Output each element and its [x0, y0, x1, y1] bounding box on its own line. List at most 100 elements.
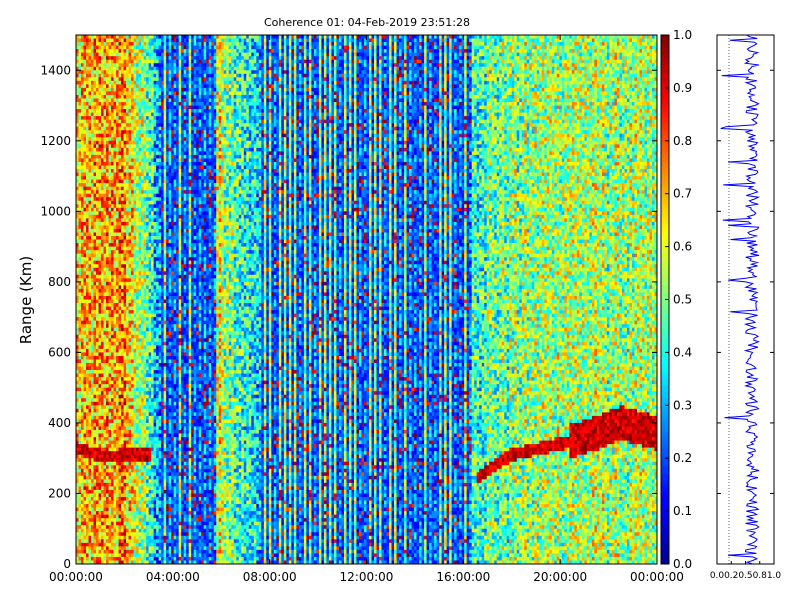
heatmap-cell	[154, 324, 157, 328]
heatmap-cell	[101, 497, 104, 501]
heatmap-cell	[126, 518, 129, 522]
heatmap-cell	[106, 539, 109, 543]
heatmap-cell	[116, 310, 119, 314]
heatmap-cell	[144, 345, 147, 349]
heatmap-cell	[136, 444, 139, 448]
heatmap-cell	[116, 95, 119, 99]
heatmap-cell	[139, 391, 142, 395]
heatmap-cell	[129, 190, 132, 194]
heatmap-cell	[129, 56, 132, 60]
heatmap-cell	[116, 84, 119, 88]
heatmap-cell	[146, 56, 149, 60]
heatmap-cell	[121, 35, 124, 39]
heatmap-cell	[91, 384, 94, 388]
heatmap-cell	[101, 331, 104, 335]
heatmap-cell	[156, 458, 159, 462]
heatmap-cell	[154, 116, 157, 120]
heatmap-cell	[101, 384, 104, 388]
heatmap-cell	[96, 236, 99, 240]
heatmap-cell	[106, 268, 109, 272]
heatmap-cell	[131, 532, 134, 536]
heatmap-cell	[96, 493, 99, 497]
heatmap-cell	[126, 183, 129, 187]
heatmap-cell	[111, 356, 114, 360]
heatmap-cell	[141, 88, 144, 92]
heatmap-cell	[121, 187, 124, 191]
heatmap-cell	[126, 113, 129, 117]
heatmap-cell	[84, 504, 87, 508]
heatmap-cell	[156, 289, 159, 293]
heatmap-cell	[104, 247, 107, 251]
heatmap-cell	[81, 363, 84, 367]
heatmap-cell	[96, 441, 99, 445]
heatmap-cell	[159, 42, 162, 46]
heatmap-cell	[104, 321, 107, 325]
heatmap-cell	[146, 285, 149, 289]
heatmap-cell	[86, 278, 89, 282]
heatmap-cell	[79, 314, 82, 318]
heatmap-cell	[96, 39, 99, 43]
heatmap-cell	[146, 102, 149, 106]
heatmap-cell	[119, 402, 122, 406]
heatmap-cell	[114, 501, 117, 505]
heatmap-cell	[91, 314, 94, 318]
heatmap-cell	[86, 307, 89, 311]
heatmap-cell	[146, 462, 149, 466]
heatmap-cell	[136, 232, 139, 236]
heatmap-cell	[84, 377, 87, 381]
heatmap-cell	[149, 264, 152, 268]
heatmap-cell	[141, 176, 144, 180]
heatmap-cell	[149, 536, 152, 540]
heatmap-cell	[119, 91, 122, 95]
heatmap-cell	[81, 243, 84, 247]
heatmap-cell	[126, 264, 129, 268]
heatmap-cell	[94, 74, 97, 78]
heatmap-cell	[89, 197, 92, 201]
heatmap-cell	[129, 130, 132, 134]
heatmap-cell	[94, 289, 97, 293]
heatmap-cell	[126, 300, 129, 304]
heatmap-cell	[144, 116, 147, 120]
heatmap-cell	[104, 515, 107, 519]
heatmap-cell	[126, 434, 129, 438]
heatmap-cell	[144, 109, 147, 113]
heatmap-cell	[139, 222, 142, 226]
heatmap-cell	[114, 342, 117, 346]
heatmap-cell	[116, 550, 119, 554]
heatmap-cell	[111, 91, 114, 95]
heatmap-cell	[139, 388, 142, 392]
heatmap-cell	[154, 211, 157, 215]
heatmap-cell	[114, 412, 117, 416]
heatmap-cell	[134, 271, 137, 275]
heatmap-cell	[94, 197, 97, 201]
heatmap-cell	[79, 550, 82, 554]
heatmap-cell	[134, 352, 137, 356]
heatmap-cell	[141, 381, 144, 385]
heatmap-cell	[121, 511, 124, 515]
heatmap-cell	[139, 268, 142, 272]
heatmap-cell	[149, 338, 152, 342]
heatmap-cell	[156, 176, 159, 180]
heatmap-cell	[114, 434, 117, 438]
heatmap-cell	[111, 423, 114, 427]
heatmap-cell	[104, 331, 107, 335]
heatmap-cell	[156, 536, 159, 540]
heatmap-cell	[114, 151, 117, 155]
heatmap-cell	[141, 113, 144, 117]
heatmap-cell	[79, 180, 82, 184]
heatmap-cell	[151, 321, 154, 325]
heatmap-cell	[141, 352, 144, 356]
heatmap-cell	[96, 529, 99, 533]
heatmap-cell	[91, 462, 94, 466]
heatmap-cell	[106, 508, 109, 512]
heatmap-cell	[121, 268, 124, 272]
heatmap-cell	[154, 42, 157, 46]
heatmap-cell	[131, 536, 134, 540]
heatmap-cell	[91, 345, 94, 349]
heatmap-cell	[84, 479, 87, 483]
heatmap-cell	[116, 300, 119, 304]
heatmap-cell	[116, 515, 119, 519]
heatmap-cell	[99, 109, 102, 113]
heatmap-cell	[139, 169, 142, 173]
heatmap-cell	[106, 91, 109, 95]
